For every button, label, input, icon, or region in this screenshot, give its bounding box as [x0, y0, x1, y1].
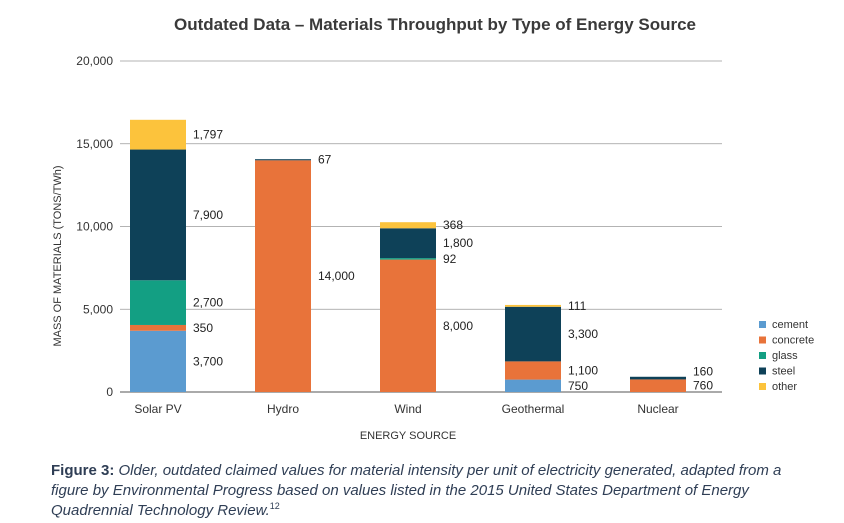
bar-concrete — [630, 379, 686, 392]
x-tick-label: Hydro — [267, 402, 299, 416]
y-axis-ticks: 0 5,000 10,000 15,000 20,000 — [76, 54, 113, 399]
data-label: 7,900 — [193, 208, 223, 222]
legend-label: other — [772, 381, 797, 393]
data-label: 14,000 — [318, 269, 355, 283]
chart-title: Outdated Data – Materials Throughput by … — [174, 15, 696, 34]
bar-steel — [380, 228, 436, 259]
data-label: 160 — [693, 365, 713, 379]
y-tick-label: 15,000 — [76, 137, 113, 151]
x-tick-label: Geothermal — [502, 402, 565, 416]
legend: cement concrete glass steel other — [759, 319, 814, 393]
legend-swatch — [759, 383, 766, 390]
y-tick-label: 10,000 — [76, 220, 113, 234]
bar-concrete — [255, 160, 311, 392]
bar-other — [380, 222, 436, 229]
legend-swatch — [759, 336, 766, 344]
data-label: 92 — [443, 252, 457, 266]
x-tick-label: Wind — [394, 402, 421, 416]
caption-text: Older, outdated claimed values for mater… — [51, 462, 782, 519]
y-tick-label: 0 — [106, 385, 113, 399]
bar-steel — [505, 306, 561, 362]
data-label: 67 — [318, 153, 332, 167]
x-tick-label: Solar PV — [134, 402, 181, 416]
bar-steel — [130, 149, 186, 281]
y-tick-label: 20,000 — [76, 54, 113, 68]
data-label: 750 — [568, 379, 588, 393]
bar-other — [130, 119, 186, 150]
y-axis-title: MASS OF MATERIALS (TONS/TWh) — [52, 165, 64, 346]
legend-label: steel — [772, 366, 795, 378]
bar-glass — [130, 280, 186, 325]
data-label: 8,000 — [443, 319, 473, 333]
data-label: 2,700 — [193, 296, 223, 310]
legend-label: concrete — [772, 335, 814, 347]
bar-concrete — [130, 324, 186, 331]
x-tick-label: Nuclear — [637, 402, 678, 416]
bar-steel — [630, 376, 686, 380]
y-tick-label: 5,000 — [83, 302, 113, 316]
bar-steel — [255, 159, 311, 161]
data-label: 350 — [193, 321, 213, 335]
caption-footnote: 12 — [269, 501, 280, 511]
bar-other — [505, 304, 561, 307]
legend-swatch — [759, 352, 766, 359]
x-axis-ticks: Solar PV Hydro Wind Geothermal Nuclear — [134, 402, 678, 416]
legend-label: glass — [772, 350, 798, 362]
bar-glass — [380, 258, 436, 260]
data-label: 760 — [693, 379, 713, 393]
data-label: 3,700 — [193, 354, 223, 368]
bar-concrete — [505, 361, 561, 380]
data-label: 1,797 — [193, 128, 223, 142]
data-label: 368 — [443, 218, 463, 232]
legend-swatch — [759, 321, 766, 328]
x-axis-title: ENERGY SOURCE — [360, 430, 456, 442]
legend-swatch — [759, 367, 766, 375]
bar-cement — [505, 379, 561, 392]
bar-concrete — [380, 259, 436, 392]
bars — [130, 119, 686, 392]
data-label: 1,800 — [443, 236, 473, 250]
figure-caption: Figure 3: Older, outdated claimed values… — [51, 461, 811, 521]
data-label: 1,100 — [568, 363, 598, 377]
legend-label: cement — [772, 319, 808, 331]
caption-label: Figure 3: — [51, 462, 115, 479]
data-label: 3,300 — [568, 327, 598, 341]
data-label: 111 — [568, 299, 587, 313]
bar-cement — [130, 330, 186, 392]
data-labels: 3,700 350 2,700 7,900 1,797 14,000 67 8,000 92 1,… — [193, 128, 713, 393]
